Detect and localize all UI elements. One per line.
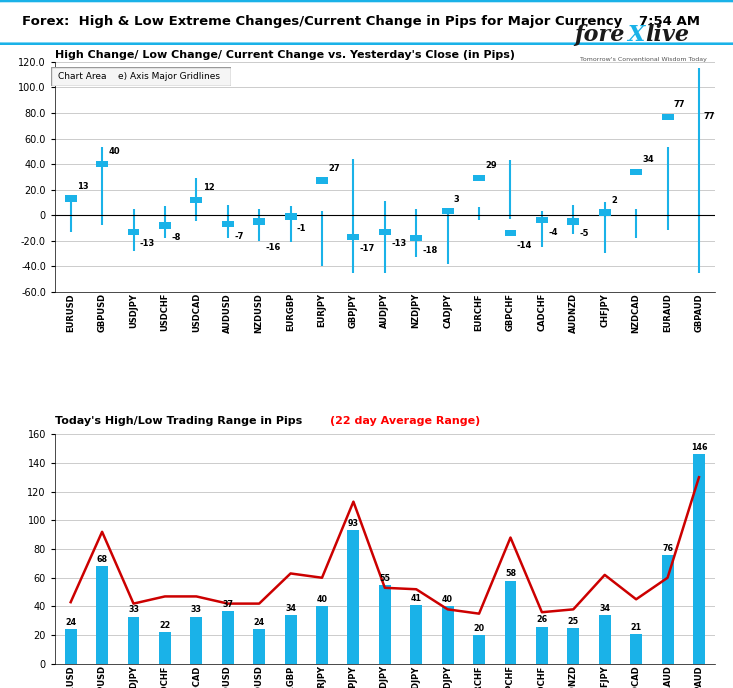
Text: 22: 22 — [159, 621, 171, 630]
Text: High Change/ Low Change/ Current Change vs. Yesterday's Close (in Pips): High Change/ Low Change/ Current Change … — [55, 50, 515, 60]
FancyBboxPatch shape — [51, 67, 231, 86]
Text: Chart Area    e) Axis Major Gridlines: Chart Area e) Axis Major Gridlines — [59, 72, 221, 81]
Bar — [159, 632, 171, 664]
Bar — [284, 615, 297, 664]
Text: 26: 26 — [537, 616, 548, 625]
Text: 37: 37 — [222, 600, 233, 609]
Bar — [536, 627, 548, 664]
Text: 25: 25 — [568, 617, 579, 626]
Bar — [504, 581, 517, 664]
Bar — [630, 634, 642, 664]
Bar — [316, 178, 328, 184]
Text: Today's High/Low Trading Range in Pips: Today's High/Low Trading Range in Pips — [55, 416, 306, 426]
Text: fore: fore — [575, 24, 625, 46]
Text: -14: -14 — [517, 241, 532, 250]
Text: X: X — [627, 24, 645, 46]
Bar — [284, 213, 297, 219]
FancyBboxPatch shape — [0, 1, 733, 44]
Text: 3: 3 — [454, 195, 460, 204]
Text: 33: 33 — [128, 605, 139, 614]
Bar — [410, 605, 422, 664]
Text: 29: 29 — [485, 162, 497, 171]
Text: -13: -13 — [140, 239, 155, 248]
Bar — [693, 454, 705, 664]
Text: 20: 20 — [474, 624, 485, 633]
Bar — [473, 175, 485, 181]
Text: 12: 12 — [202, 183, 214, 192]
Text: 40: 40 — [108, 147, 120, 156]
Text: 58: 58 — [505, 570, 516, 579]
Bar — [473, 635, 485, 664]
Bar — [65, 630, 77, 664]
Bar — [253, 630, 265, 664]
Text: 7:54 AM: 7:54 AM — [639, 15, 700, 28]
Text: 33: 33 — [191, 605, 202, 614]
Text: -16: -16 — [265, 243, 281, 252]
Bar — [96, 566, 108, 664]
Bar — [599, 209, 611, 216]
Text: 41: 41 — [410, 594, 421, 603]
Bar — [191, 197, 202, 203]
Text: 24: 24 — [254, 619, 265, 627]
Bar — [159, 222, 171, 228]
Text: 2: 2 — [611, 196, 617, 205]
Bar — [379, 585, 391, 664]
Text: 93: 93 — [348, 519, 359, 528]
Text: -18: -18 — [422, 246, 438, 255]
Bar — [128, 616, 139, 664]
Text: -1: -1 — [297, 224, 306, 233]
Bar — [347, 530, 359, 664]
Text: -8: -8 — [172, 233, 180, 242]
Text: Tomorrow's Conventional Wisdom Today: Tomorrow's Conventional Wisdom Today — [580, 57, 707, 62]
Text: 34: 34 — [599, 604, 611, 613]
Text: 34: 34 — [285, 604, 296, 613]
Bar — [567, 628, 579, 664]
Text: -5: -5 — [580, 229, 589, 238]
Bar — [316, 607, 328, 664]
Bar — [96, 161, 108, 167]
Text: -13: -13 — [391, 239, 406, 248]
Bar — [536, 217, 548, 224]
Text: 76: 76 — [662, 544, 673, 552]
Text: 21: 21 — [630, 623, 641, 632]
Bar — [662, 555, 674, 664]
Text: 146: 146 — [690, 443, 707, 452]
Text: live: live — [646, 24, 690, 46]
Bar — [347, 234, 359, 240]
Bar — [253, 218, 265, 225]
Bar — [191, 616, 202, 664]
Text: 24: 24 — [65, 619, 76, 627]
Bar — [662, 114, 674, 120]
Text: 77: 77 — [674, 100, 685, 109]
Text: Forex:  High & Low Extreme Changes/Current Change in Pips for Major Currency: Forex: High & Low Extreme Changes/Curren… — [22, 15, 622, 28]
Bar — [222, 221, 234, 227]
Text: -4: -4 — [548, 228, 558, 237]
Text: 13: 13 — [77, 182, 89, 191]
Bar — [599, 615, 611, 664]
Bar — [65, 195, 77, 202]
Text: 40: 40 — [442, 595, 453, 604]
Bar — [410, 235, 422, 241]
Text: 77: 77 — [704, 112, 715, 121]
Bar — [222, 611, 234, 664]
Text: -17: -17 — [360, 244, 375, 253]
Text: (22 day Average Range): (22 day Average Range) — [330, 416, 480, 426]
Bar — [442, 607, 454, 664]
Bar — [630, 169, 642, 175]
Bar — [128, 228, 139, 235]
Text: 34: 34 — [642, 155, 654, 164]
Text: 27: 27 — [328, 164, 340, 173]
Text: 55: 55 — [379, 574, 391, 583]
Bar — [442, 208, 454, 215]
Bar — [504, 230, 517, 236]
Text: -7: -7 — [234, 232, 243, 241]
Bar — [379, 228, 391, 235]
Text: 40: 40 — [317, 595, 328, 604]
Text: 68: 68 — [97, 555, 108, 564]
Bar — [567, 218, 579, 225]
